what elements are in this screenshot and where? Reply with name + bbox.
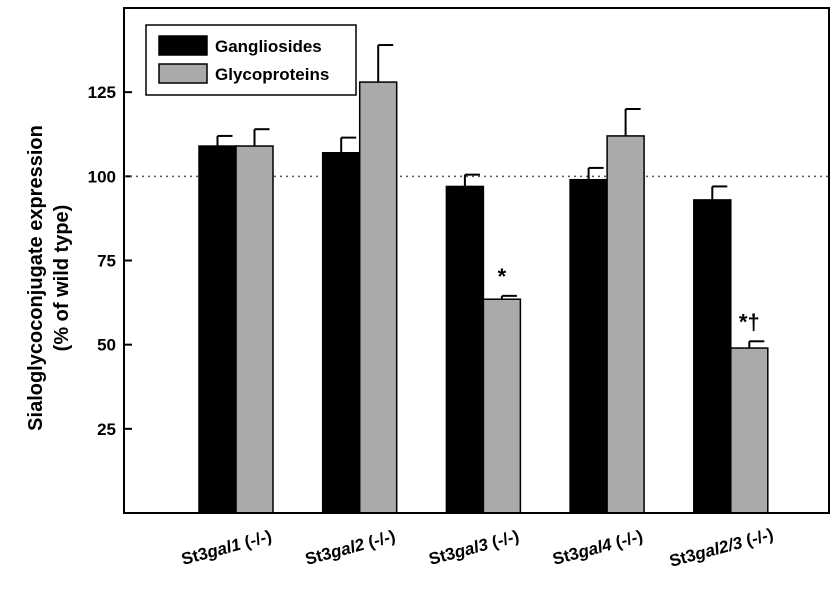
- significance-marker: *†: [739, 309, 760, 334]
- bar-glycoproteins: [235, 145, 274, 514]
- y-axis-label-line2: (% of wild type): [51, 205, 73, 352]
- bar-glycoproteins: [482, 298, 522, 514]
- category-label-gene: gal1: [204, 535, 243, 562]
- significance-marker: *: [498, 264, 507, 289]
- y-tick-label: 25: [97, 420, 116, 439]
- plot-frame: [123, 7, 830, 514]
- bar-gangliosides: [198, 145, 237, 514]
- bar-gangliosides: [693, 199, 732, 514]
- y-tick-label: 125: [88, 83, 116, 102]
- category-label: St3gal3 (-/-): [427, 527, 521, 569]
- category-label-suffix: (-/-): [238, 527, 274, 554]
- category-label: St3gal4 (-/-): [550, 527, 644, 569]
- category-label-gene: gal2: [328, 535, 367, 563]
- legend-label-gangliosides: Gangliosides: [215, 37, 322, 56]
- bar-glycoproteins: [730, 347, 769, 514]
- y-axis-label: Sialoglycoconjugate expression (% of wil…: [25, 125, 73, 431]
- y-tick-label: 75: [97, 252, 116, 271]
- legend: Gangliosides Glycoproteins: [145, 24, 357, 96]
- plot-area: 25 50 75 100 125 St3gal1 (-/-) St3gal2 (-/-) * S…: [88, 44, 829, 571]
- category-label: St3gal1 (-/-): [179, 527, 273, 569]
- bar-glycoproteins: [358, 81, 398, 514]
- category-label: St3gal2/3 (-/-): [667, 525, 775, 571]
- legend-swatch-gangliosides: [158, 35, 208, 56]
- category-label-suffix: (-/-): [485, 527, 521, 554]
- category-label-suffix: (-/-): [739, 525, 775, 552]
- category-label-gene: gal4: [575, 535, 614, 563]
- category-label-suffix: (-/-): [362, 527, 398, 554]
- category-label-suffix: (-/-): [609, 527, 645, 554]
- category-label: St3gal2 (-/-): [303, 527, 397, 569]
- bar-gangliosides: [321, 152, 361, 514]
- legend-label-glycoproteins: Glycoproteins: [215, 65, 329, 84]
- category-label-gene: gal2/3: [692, 533, 745, 564]
- y-tick-label: 100: [88, 167, 116, 186]
- bar-gangliosides: [445, 185, 485, 514]
- y-tick-label: 50: [97, 336, 116, 355]
- legend-swatch-glycoproteins: [158, 63, 208, 84]
- bar-glycoproteins: [606, 135, 645, 514]
- bar-gangliosides: [569, 178, 608, 514]
- y-axis-label-line1: Sialoglycoconjugate expression: [25, 125, 47, 431]
- category-label-gene: gal3: [451, 535, 490, 563]
